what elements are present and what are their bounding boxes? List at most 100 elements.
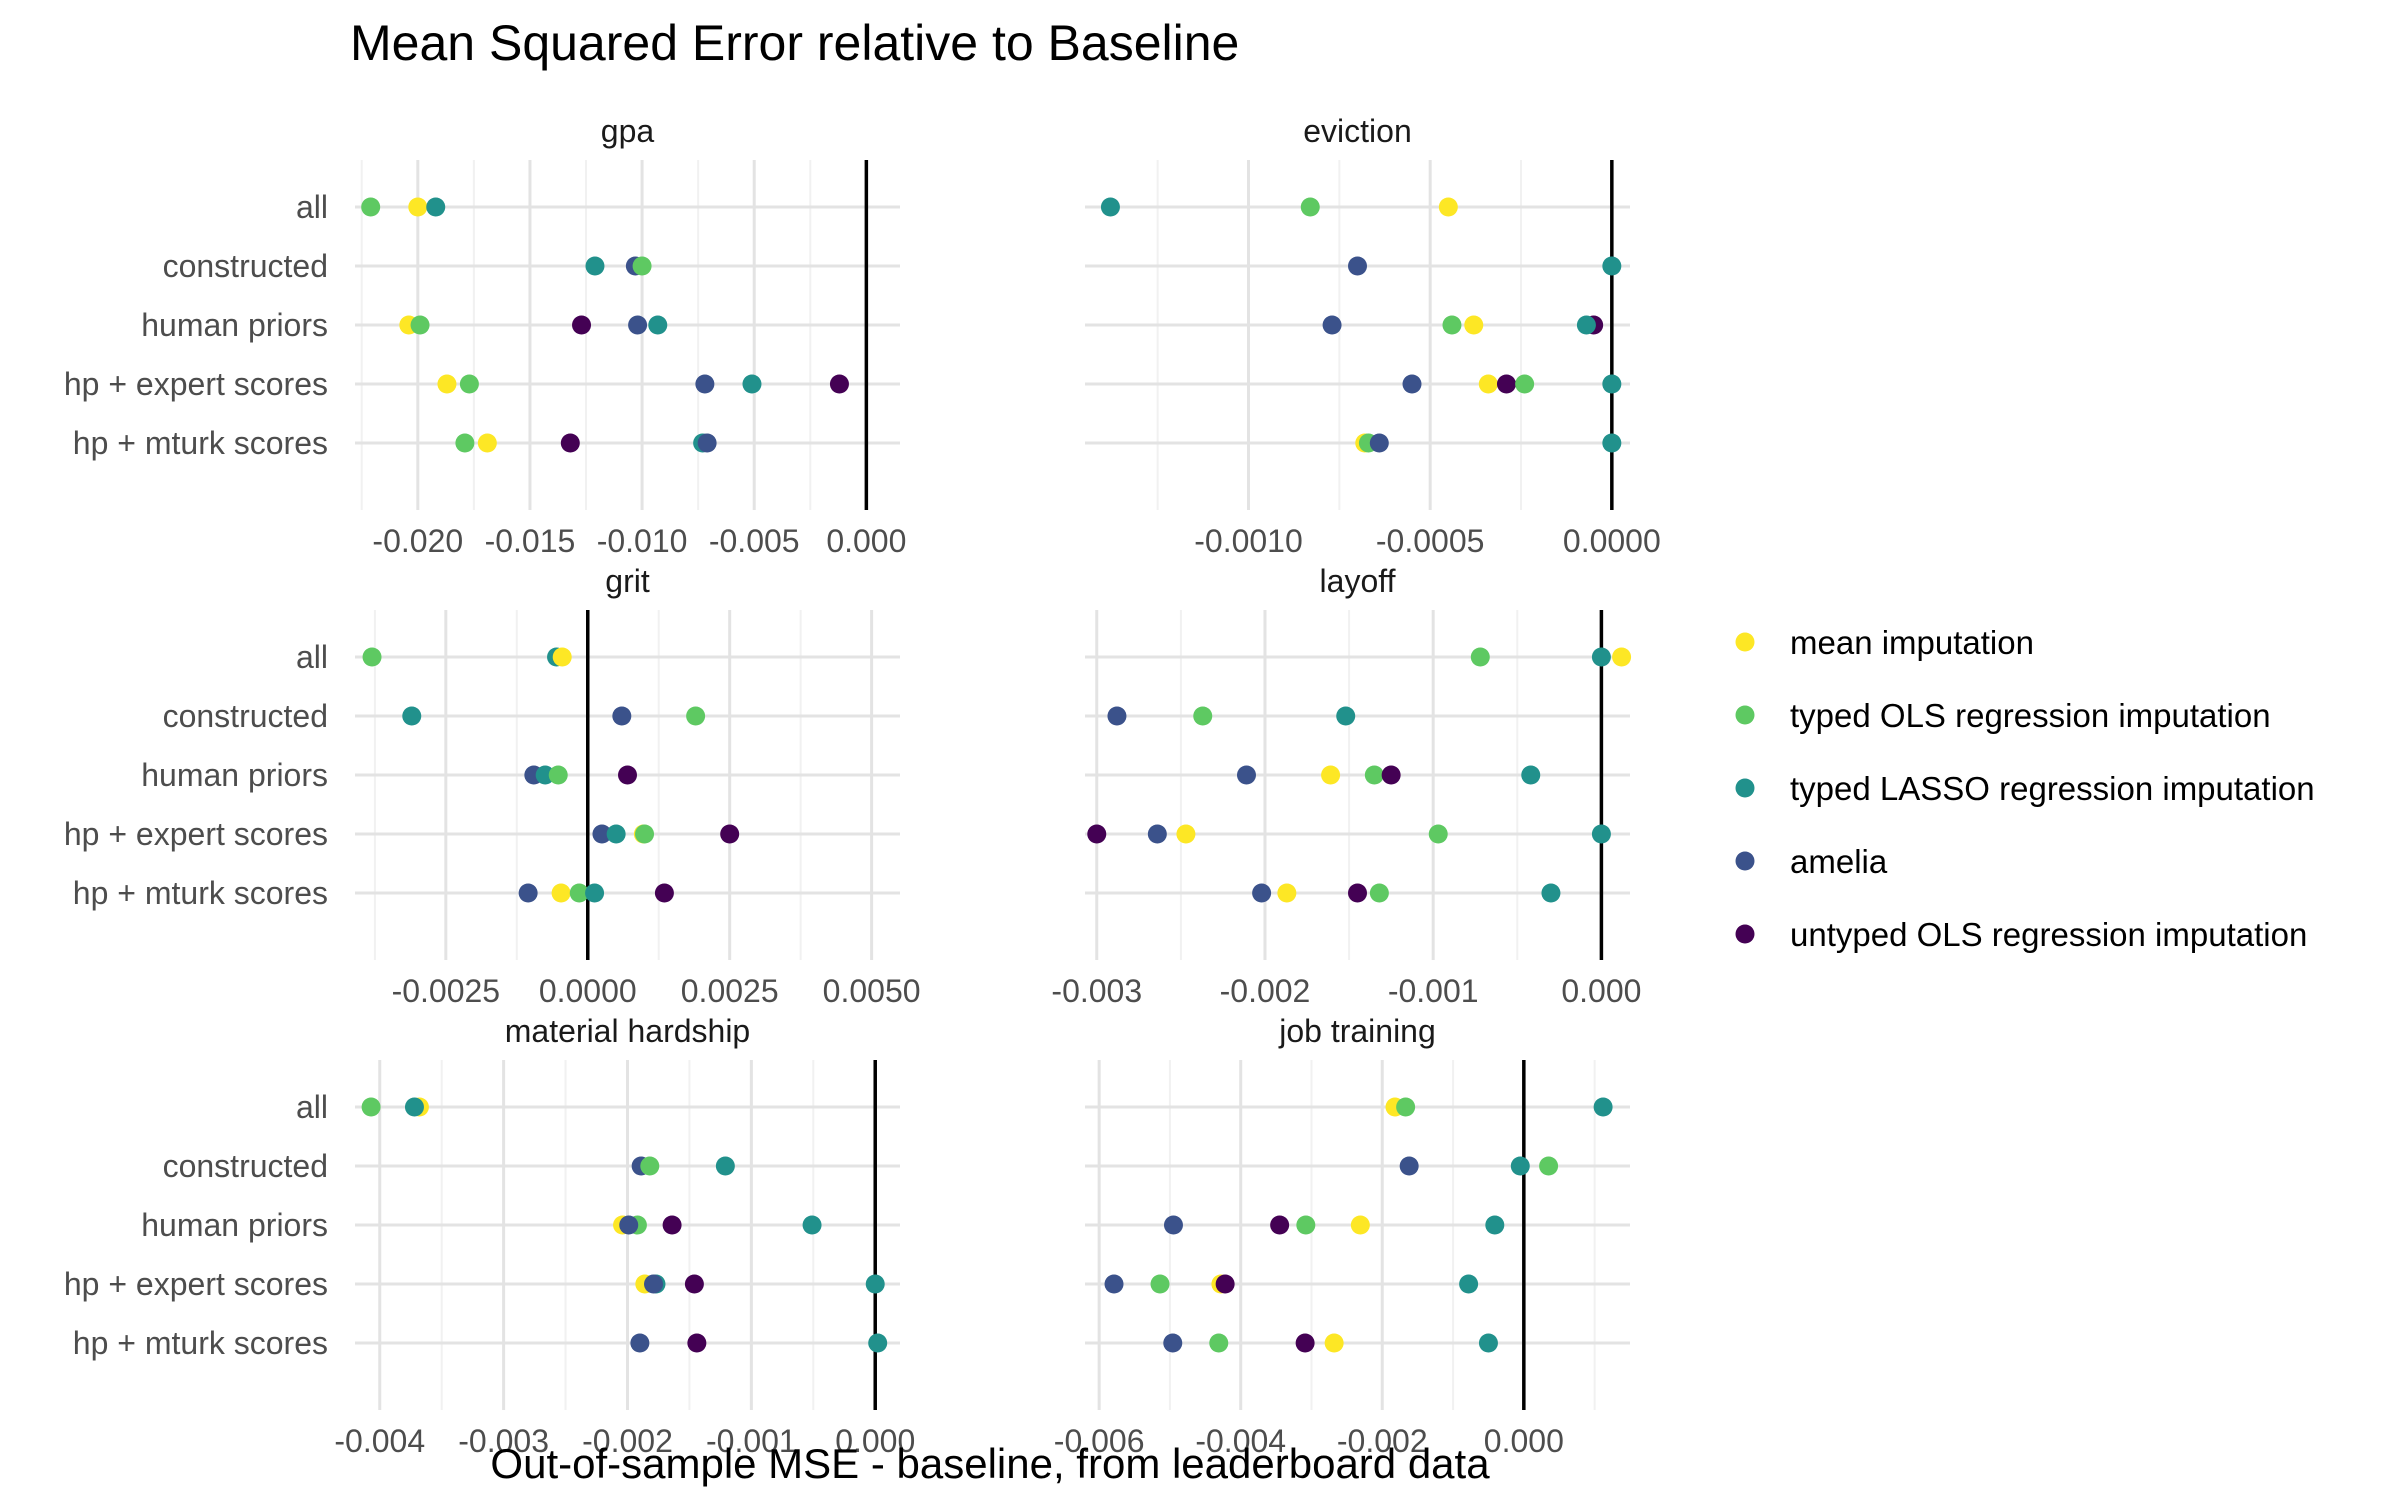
data-point-untyped [662,1215,682,1235]
x-tick-label: -0.003 [1051,973,1142,1009]
data-point-untyped [618,765,637,785]
data-point-lasso [802,1215,822,1235]
x-tick-label: 0.0025 [681,973,779,1009]
data-point-untyped [687,1333,707,1353]
data-point-ols [1428,824,1448,844]
facet-grit: grit all constructed human priors hp + exper… [64,563,921,1009]
data-point-lasso [1510,1156,1530,1176]
category-label: constructed [163,1148,328,1184]
x-tick-label: -0.004 [334,1423,425,1459]
data-point-amelia [592,824,612,844]
data-point-ols [548,765,568,785]
data-point-ols [362,647,382,667]
x-tick-label: 0.000 [1484,1423,1564,1459]
legend-item-untyped: untyped OLS regression imputation [1735,916,2307,953]
legend-item-lasso: typed LASSO regression imputation [1735,770,2315,807]
facet-material-hardship: material hardship all constructed human pri… [64,1013,915,1459]
data-point-untyped [1381,765,1401,785]
data-point-mean [1277,883,1297,903]
category-label: constructed [163,698,328,734]
data-point-amelia [1369,433,1389,453]
data-point-lasso [585,883,605,903]
data-point-ols [361,197,381,217]
data-point-amelia [1402,374,1422,394]
x-tick-label: 0.0000 [1563,523,1661,559]
legend-key [1735,851,1755,871]
data-point-mean [1350,1215,1370,1235]
data-point-untyped [684,1274,704,1294]
category-label: hp + expert scores [64,366,328,402]
data-point-ols [1539,1156,1559,1176]
x-tick-label: 0.000 [835,1423,915,1459]
x-tick-label: -0.003 [458,1423,549,1459]
x-tick-label: -0.002 [1337,1423,1428,1459]
data-point-ols [569,883,589,903]
data-point-ols [640,1156,660,1176]
legend-key [1735,705,1755,725]
facet-eviction: eviction -0.0010 -0.0005 0.0000 [1085,113,1661,559]
category-label: hp + mturk scores [73,875,328,911]
data-point-lasso [648,315,668,335]
data-point-amelia [1107,706,1127,726]
data-point-amelia [1163,1215,1183,1235]
legend-item-amelia: amelia [1735,843,1888,880]
data-point-untyped [1270,1215,1290,1235]
data-point-amelia [1322,315,1342,335]
data-point-mean [1324,1333,1344,1353]
x-tick-label: -0.0005 [1376,523,1485,559]
category-label: constructed [163,248,328,284]
data-point-amelia [1163,1333,1183,1353]
data-point-untyped [1295,1333,1315,1353]
category-label: hp + mturk scores [73,425,328,461]
legend-key [1735,778,1755,798]
data-point-lasso [868,1333,888,1353]
data-point-amelia [695,374,715,394]
facet-label: material hardship [505,1013,750,1049]
legend-key [1735,632,1755,652]
data-point-mean [552,647,572,667]
data-point-mean [1438,197,1458,217]
data-point-ols [459,374,479,394]
facet-label: gpa [601,113,655,149]
legend-item-ols: typed OLS regression imputation [1735,697,2271,734]
category-label: hp + expert scores [64,816,328,852]
facet-job-training: job training -0.006 -0.004 -0.002 0.000 [1054,1013,1630,1459]
data-point-untyped [1087,824,1107,844]
data-point-ols [635,824,655,844]
data-point-lasso [535,765,555,785]
data-point-mean [1176,824,1196,844]
x-tick-label: -0.001 [1388,973,1479,1009]
data-point-ols [1396,1097,1416,1117]
x-tick-label: 0.0050 [823,973,921,1009]
data-point-mean [1478,374,1498,394]
facet-layoff: layoff -0.003 -0.002 -0.001 0.000 [1051,563,1641,1009]
data-point-mean [1464,315,1484,335]
data-point-ols [1209,1333,1229,1353]
category-label: all [296,639,328,675]
data-point-untyped [572,315,592,335]
category-label: all [296,1089,328,1125]
data-point-mean [477,433,497,453]
data-point-mean [437,374,457,394]
category-label: hp + mturk scores [73,1325,328,1361]
x-tick-label: -0.0025 [392,973,501,1009]
facet-label: layoff [1320,563,1396,599]
data-point-untyped [654,883,674,903]
data-point-amelia [628,315,648,335]
legend-label: mean imputation [1790,624,2034,661]
x-tick-label: -0.006 [1054,1423,1145,1459]
data-point-lasso [1541,883,1561,903]
x-tick-label: 0.000 [826,523,906,559]
data-point-ols [1364,765,1384,785]
data-point-amelia [1399,1156,1419,1176]
data-point-untyped [1348,883,1367,903]
data-point-lasso [1591,824,1611,844]
data-point-amelia [619,1215,639,1235]
data-point-untyped [560,433,580,453]
data-point-amelia [1348,256,1367,276]
data-point-lasso [1100,197,1120,217]
data-point-ols [1442,315,1462,335]
data-point-lasso [715,1156,735,1176]
data-point-untyped [1496,374,1516,394]
data-point-lasso [1593,1097,1613,1117]
